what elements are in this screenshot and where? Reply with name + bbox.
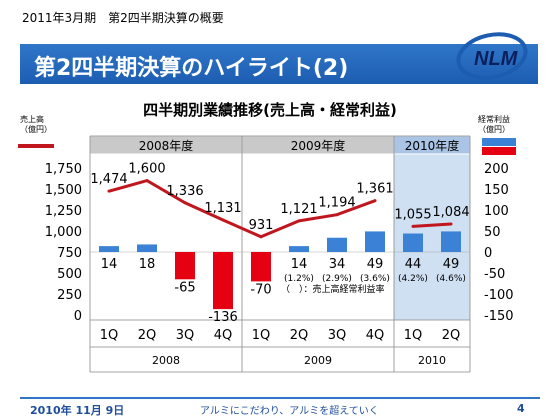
profit-margin-label: (4.2%) [398,274,428,284]
revenue-line [412,222,452,228]
fiscal-year-label: 2009年度 [291,138,346,153]
category-label: 1Q [252,328,271,343]
company-logo: NLM [456,32,528,80]
logo-text: NLM [474,48,519,70]
calendar-year-label: 2009 [304,354,332,367]
category-label: 1Q [404,328,423,343]
profit-value-label: 49 [443,257,460,272]
fiscal-year-highlight [394,136,470,320]
profit-value-label: 49 [367,257,384,272]
profit-value-label: 34 [329,257,346,272]
left-axis-tick: 1,250 [45,204,82,219]
profit-bar [137,244,157,252]
right-axis-tick: 200 [484,162,509,177]
profit-bar [175,252,195,280]
revenue-point [107,189,111,193]
fiscal-year-label: 2010年度 [405,138,460,153]
revenue-point [449,222,453,226]
left-axis-tick: 500 [57,267,82,282]
left-axis-title: 売上高 [20,114,44,124]
category-label: 2Q [138,328,157,343]
left-axis-tick: 0 [74,309,82,324]
revenue-point [183,201,187,205]
revenue-value-label: 1,336 [166,184,203,199]
profit-bar [441,231,461,252]
category-label: 4Q [366,328,385,343]
revenue-point [145,179,149,183]
calendar-year-label: 2008 [152,354,180,367]
right-axis-tick: 0 [484,246,492,261]
profit-bar [289,246,309,252]
profit-value-label: 18 [139,257,156,272]
profit-bar [327,237,347,252]
left-axis-tick: 750 [57,246,82,261]
profit-value-label: 14 [101,257,118,272]
profit-bar [99,246,119,252]
right-axis-tick: 100 [484,204,509,219]
revenue-point [411,224,415,228]
category-label: 4Q [214,328,233,343]
margin-annotation: （ ）：売上高経常利益率 [281,283,385,295]
profit-value-label: -70 [250,282,271,297]
profit-value-label: 44 [405,257,422,272]
profit-value-label: -65 [174,280,195,295]
breadcrumb: 2011年3月期 第2四半期決算の概要 [22,11,224,25]
page-number: 4 [517,402,525,415]
category-label: 1Q [100,328,119,343]
chart-title: 四半期別業績推移(売上高・経常利益) [143,101,397,119]
right-axis-tick: 150 [484,183,509,198]
revenue-value-label: 1,361 [356,182,393,197]
left-axis-unit: （億円） [20,124,52,134]
profit-margin-label: (1.2%) [284,274,314,284]
footer-slogan: アルミにこだわり、アルミを超えていく [200,406,379,417]
right-axis-tick: -150 [484,309,514,324]
footer-divider [20,397,540,399]
fiscal-year-label: 2008年度 [139,138,194,153]
left-axis-tick: 1,000 [45,225,82,240]
right-axis-tick: 50 [484,225,501,240]
revenue-value-label: 1,084 [432,205,469,220]
revenue-point [221,218,225,222]
category-label: 3Q [328,328,347,343]
revenue-value-label: 1,055 [394,207,431,222]
profit-value-label: 14 [291,257,308,272]
page-title: 第2四半期決算のハイライト(2) [34,56,349,81]
right-axis-tick: -100 [484,288,514,303]
profit-value-label: -136 [208,310,238,325]
revenue-value-label: 931 [249,218,274,233]
revenue-value-label: 1,194 [318,196,355,211]
revenue-point [259,235,263,239]
category-label: 2Q [290,328,309,343]
revenue-value-label: 1,131 [204,201,241,216]
category-label: 3Q [176,328,195,343]
right-axis-tick: -50 [484,267,505,282]
revenue-point [297,219,301,223]
category-label: 2Q [442,328,461,343]
revenue-value-label: 1,121 [280,202,317,217]
profit-bar [251,252,271,282]
profit-margin-label: (4.6%) [436,274,466,284]
left-axis-tick: 250 [57,288,82,303]
profit-margin-label: (3.6%) [360,274,390,284]
profit-bar [213,252,233,310]
legend-profit-positive-swatch [482,138,516,146]
footer-date: 2010年 11月 9日 [30,404,125,417]
profit-margin-label: (2.9%) [322,274,352,284]
revenue-line [108,178,376,239]
revenue-point [335,213,339,217]
profit-bar [403,233,423,252]
revenue-value-label: 1,600 [128,162,165,177]
title-bar: 第2四半期決算のハイライト(2) [20,44,538,84]
revenue-point [373,199,377,203]
profit-bar [365,231,385,252]
right-axis-title: 経常利益 [478,114,510,124]
legend-profit-negative-swatch [482,147,516,155]
revenue-value-label: 1,474 [90,172,127,187]
left-axis-tick: 1,500 [45,183,82,198]
right-axis-unit: （億円） [478,124,510,134]
calendar-year-label: 2010 [418,354,446,367]
left-axis-tick: 1,750 [45,162,82,177]
